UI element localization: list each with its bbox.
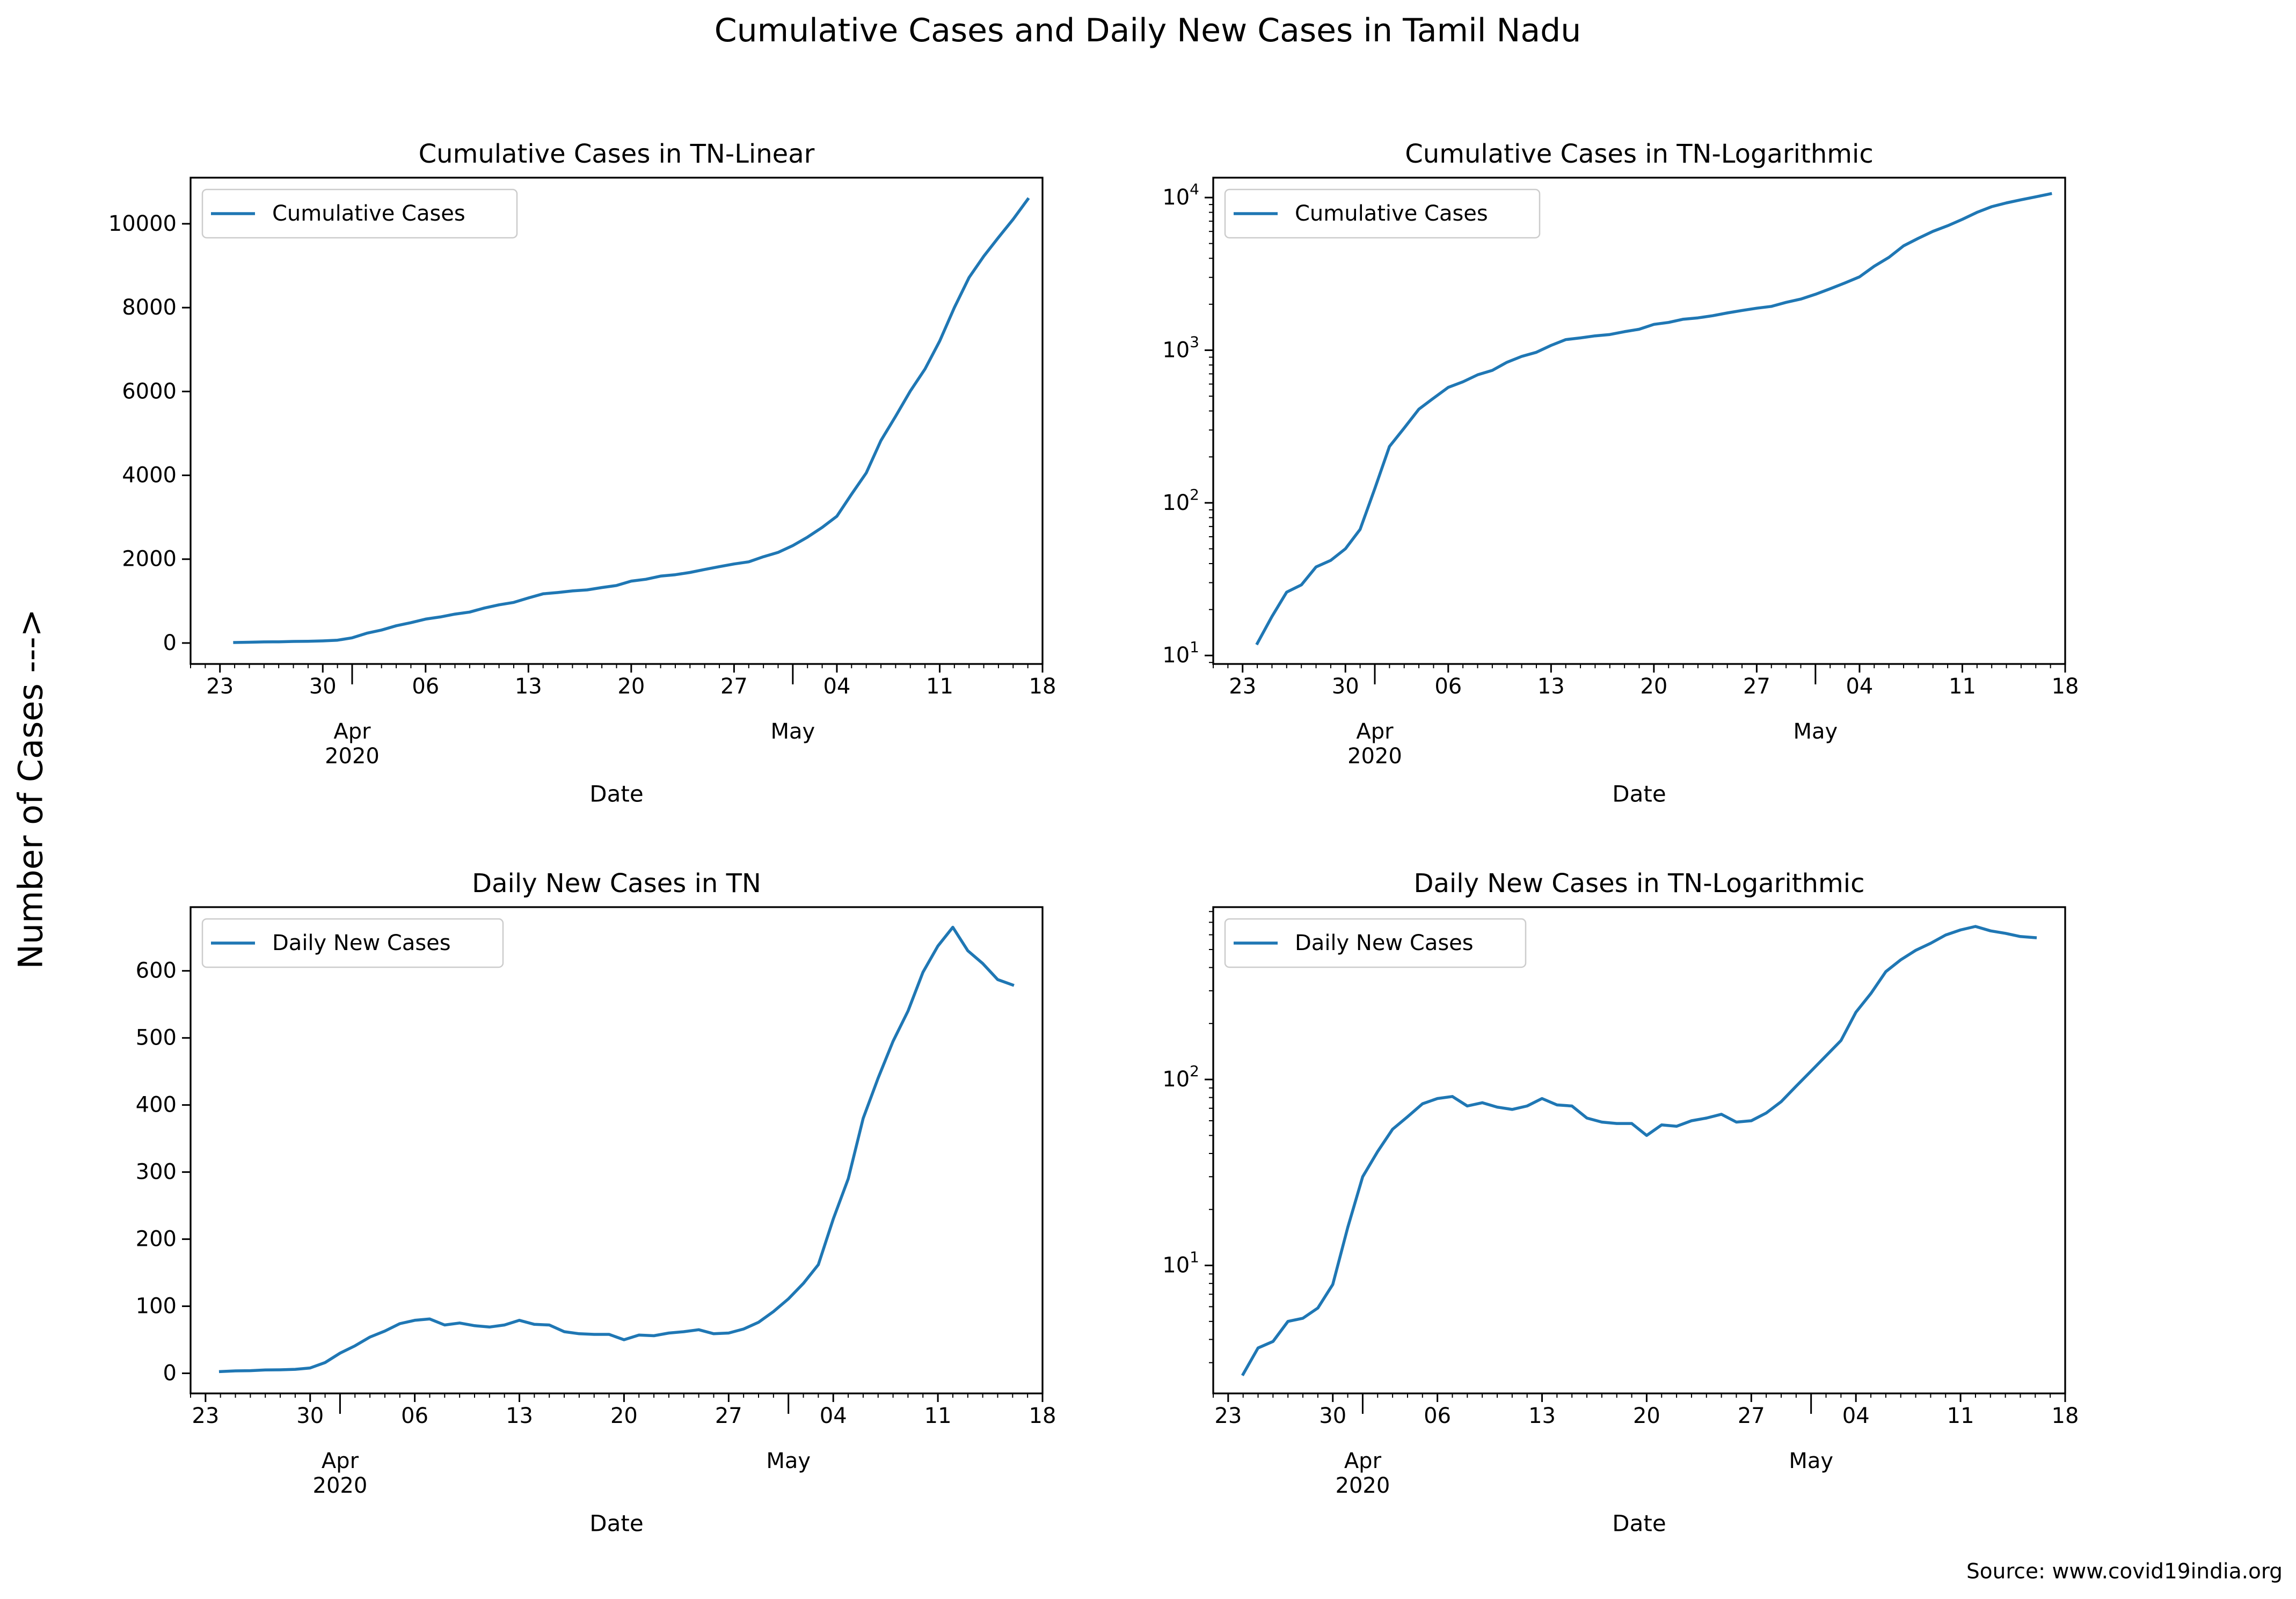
y-tick-label: 104 — [1162, 180, 1199, 210]
y-tick-label: 0 — [163, 631, 177, 655]
x-tick-label: 20 — [617, 674, 645, 699]
y-tick-label: 0 — [163, 1361, 177, 1386]
x-tick-label: 18 — [1029, 674, 1056, 699]
x-tick-label: 04 — [820, 1404, 847, 1428]
x-axis-label: Date — [1612, 1510, 1666, 1537]
x-tick-label: 20 — [1633, 1404, 1660, 1428]
panel-title: Cumulative Cases in TN-Linear — [419, 139, 815, 169]
legend-label: Cumulative Cases — [1295, 201, 1488, 226]
x-tick-label: 23 — [1214, 1404, 1242, 1428]
x-tick-label: 27 — [1743, 674, 1770, 699]
x-tick-label: 27 — [1738, 1404, 1765, 1428]
y-tick-label: 300 — [136, 1160, 177, 1185]
legend-label: Daily New Cases — [1295, 931, 1474, 955]
x-tick-label: 04 — [1846, 674, 1873, 699]
series-line-1 — [1241, 925, 2037, 1376]
x-tick-label: 20 — [1640, 674, 1667, 699]
x-tick-label: 11 — [926, 674, 953, 699]
legend-box — [1224, 918, 1527, 968]
x-month-label: Apr 2020 — [1347, 719, 1402, 769]
x-tick-label: 11 — [924, 1404, 952, 1428]
x-tick-label: 23 — [206, 674, 234, 699]
legend-label: Daily New Cases — [272, 931, 451, 955]
x-month-label: May — [1789, 1449, 1833, 1473]
y-tick-label: 101 — [1162, 1248, 1199, 1278]
series-line-1 — [1255, 192, 2052, 646]
chart-panel-2: Cumulative Cases in TN-Logarithmic 23 30 06… — [1162, 139, 2079, 807]
legend-box — [201, 188, 518, 239]
figure-title: Cumulative Cases and Daily New Cases in … — [715, 12, 1581, 49]
y-tick-label: 500 — [136, 1026, 177, 1050]
x-tick-label: 23 — [1229, 674, 1256, 699]
panel-title: Cumulative Cases in TN-Logarithmic — [1405, 139, 1873, 169]
panel-title: Daily New Cases in TN-Logarithmic — [1414, 868, 1865, 899]
legend-box — [1224, 188, 1541, 239]
chart-panel-3: Daily New Cases in TN 23 30 06 13 20 27 04 11 18 A… — [136, 868, 1056, 1537]
y-tick-label: 103 — [1162, 333, 1199, 363]
x-tick-label: 27 — [715, 1404, 742, 1428]
x-axis-label: Date — [589, 1510, 643, 1537]
x-tick-label: 18 — [2052, 674, 2079, 699]
x-tick-label: 30 — [1332, 674, 1359, 699]
series-line-1 — [218, 925, 1015, 1374]
y-tick-label: 600 — [136, 959, 177, 983]
x-tick-label: 30 — [309, 674, 337, 699]
x-tick-label: 04 — [823, 674, 850, 699]
y-tick-label: 400 — [136, 1093, 177, 1118]
x-month-label: Apr 2020 — [313, 1449, 368, 1498]
y-tick-label: 4000 — [122, 463, 177, 488]
x-axis-label: Date — [1612, 781, 1666, 807]
y-tick-label: 200 — [136, 1227, 177, 1252]
y-tick-label: 10000 — [108, 211, 177, 236]
x-tick-label: 18 — [1029, 1404, 1056, 1428]
y-tick-label: 101 — [1162, 638, 1199, 668]
x-tick-label: 11 — [1949, 674, 1976, 699]
x-tick-label: 11 — [1947, 1404, 1974, 1428]
chart-panel-4: Daily New Cases in TN-Logarithmic 23 30 06 1… — [1162, 868, 2079, 1537]
x-tick-label: 20 — [610, 1404, 638, 1428]
x-tick-label: 18 — [2052, 1404, 2079, 1428]
legend-label: Cumulative Cases — [272, 201, 465, 226]
x-month-label: May — [766, 1449, 811, 1473]
legend-box — [201, 918, 504, 968]
x-tick-label: 13 — [515, 674, 542, 699]
source-note: Source: www.covid19india.org — [1966, 1560, 2283, 1584]
series-line-1 — [233, 197, 1030, 644]
x-tick-label: 06 — [1434, 674, 1462, 699]
x-tick-label: 06 — [1424, 1404, 1451, 1428]
x-axis-label: Date — [589, 781, 643, 807]
x-tick-label: 23 — [192, 1404, 219, 1428]
x-tick-label: 30 — [296, 1404, 324, 1428]
plot-frame — [1212, 906, 2066, 1394]
x-month-label: May — [770, 719, 815, 744]
y-tick-label: 8000 — [122, 295, 177, 320]
plot-frame — [189, 906, 1044, 1394]
x-tick-label: 13 — [1537, 674, 1565, 699]
chart-panel-1: Cumulative Cases in TN-Linear 23 30 06 13 20 2… — [108, 139, 1056, 807]
y-tick-label: 100 — [136, 1294, 177, 1319]
figure-ylabel: Number of Cases ---> — [11, 609, 50, 969]
x-month-label: Apr 2020 — [325, 719, 380, 769]
x-tick-label: 06 — [401, 1404, 428, 1428]
x-tick-label: 30 — [1319, 1404, 1346, 1428]
y-tick-label: 102 — [1162, 485, 1199, 515]
y-tick-label: 2000 — [122, 547, 177, 572]
x-tick-label: 13 — [506, 1404, 533, 1428]
y-tick-label: 102 — [1162, 1062, 1199, 1092]
y-tick-label: 6000 — [122, 379, 177, 404]
chart-panels: Cumulative Cases in TN-Linear 23 30 06 13 20 2… — [108, 139, 2079, 1537]
x-tick-label: 27 — [720, 674, 748, 699]
x-tick-label: 04 — [1842, 1404, 1870, 1428]
x-month-label: Apr 2020 — [1336, 1449, 1390, 1498]
x-month-label: May — [1793, 719, 1838, 744]
x-tick-label: 13 — [1528, 1404, 1556, 1428]
x-tick-label: 06 — [412, 674, 439, 699]
panel-title: Daily New Cases in TN — [472, 868, 761, 899]
